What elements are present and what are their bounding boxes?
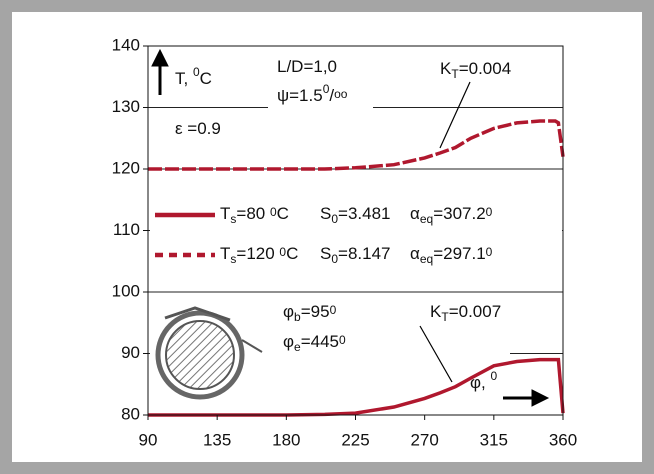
text-part: ψ=1.5: [277, 86, 323, 105]
text-part: 0: [486, 205, 493, 219]
text-part: ε =0.9: [175, 119, 221, 138]
annotation: φ, 0: [470, 369, 497, 392]
annotation: ψ=1.50/oo: [277, 82, 348, 105]
text-part: =0.004: [459, 59, 511, 78]
text-part: =3.481: [338, 204, 390, 223]
y-tick-label: 90: [121, 343, 140, 362]
text-part: α: [410, 244, 420, 263]
x-tick-label: 90: [139, 430, 158, 449]
text-part: 0: [323, 82, 330, 96]
y-tick-label: 80: [121, 404, 140, 423]
text-part: 0: [331, 252, 338, 266]
annotation: KT=0.007: [430, 302, 501, 324]
text-part: φ: [283, 332, 294, 351]
text-part: oo: [334, 87, 348, 101]
legend-extra: S0=8.147: [320, 244, 391, 266]
text-part: T: [220, 204, 230, 223]
text-part: K: [430, 302, 442, 321]
text-part: b: [294, 310, 301, 324]
text-part: φ: [283, 302, 294, 321]
y-tick-label: 100: [112, 281, 140, 300]
text-part: eq: [420, 212, 433, 226]
annotation: ε =0.9: [175, 119, 221, 138]
text-part: T: [441, 310, 449, 324]
text-part: =80: [236, 204, 270, 223]
text-part: L/D=1,0: [277, 57, 337, 76]
text-part: T,: [175, 69, 193, 88]
legend-extra: αeq=307.20: [410, 204, 493, 226]
text-part: K: [440, 59, 452, 78]
text-part: =297.1: [433, 244, 485, 263]
text-part: =120: [236, 244, 279, 263]
arrows: [151, 48, 550, 407]
x-tick-label: 135: [203, 430, 231, 449]
text-part: s: [230, 212, 236, 226]
legend-label: Ts=120 0C: [220, 244, 298, 266]
text-part: /: [329, 86, 334, 105]
y-tick-label: 140: [112, 35, 140, 54]
x-tick-label: 270: [410, 430, 438, 449]
annotation: T, 0C: [175, 65, 212, 88]
x-tick-label: 225: [341, 430, 369, 449]
text-part: =0.007: [449, 302, 501, 321]
text-part: T: [220, 244, 230, 263]
text-part: α: [410, 204, 420, 223]
text-part: =8.147: [338, 244, 390, 263]
y-tick-label: 120: [112, 158, 140, 177]
text-part: 0: [330, 303, 337, 317]
text-part: 0: [486, 245, 493, 259]
legend-extra: αeq=297.10: [410, 244, 493, 266]
series-line: [148, 119, 565, 171]
text-part: 0: [193, 65, 200, 79]
text-part: C: [277, 204, 289, 223]
annotation: φe=4450: [283, 332, 346, 354]
x-tick-label: 360: [549, 430, 577, 449]
legend-extra: S0=3.481: [320, 204, 391, 226]
text-part: e: [294, 340, 301, 354]
legend-label: Ts=80 0C: [220, 204, 289, 226]
text-part: =445: [301, 332, 339, 351]
annotation: L/D=1,0: [277, 57, 337, 76]
text-part: 0: [490, 369, 497, 383]
annotation: KT=0.004: [440, 59, 511, 81]
text-part: T: [451, 67, 459, 81]
text-part: S: [320, 244, 331, 263]
text-part: s: [230, 252, 236, 266]
text-part: 0: [270, 205, 277, 219]
text-part: 0: [339, 333, 346, 347]
text-part: φ,: [470, 373, 490, 392]
x-tick-label: 180: [272, 430, 300, 449]
text-part: 0: [331, 212, 338, 226]
bearing-icon: [155, 306, 263, 400]
annotation: φb=950: [283, 302, 337, 324]
text-part: C: [200, 69, 212, 88]
text-part: 0: [279, 245, 286, 259]
text-part: C: [286, 244, 298, 263]
text-part: S: [320, 204, 331, 223]
y-tick-label: 110: [113, 220, 140, 239]
text-part: eq: [420, 252, 433, 266]
y-tick-label: 130: [112, 97, 140, 116]
text-part: =95: [301, 302, 330, 321]
text-part: =307.2: [433, 204, 485, 223]
x-tick-label: 315: [480, 430, 508, 449]
